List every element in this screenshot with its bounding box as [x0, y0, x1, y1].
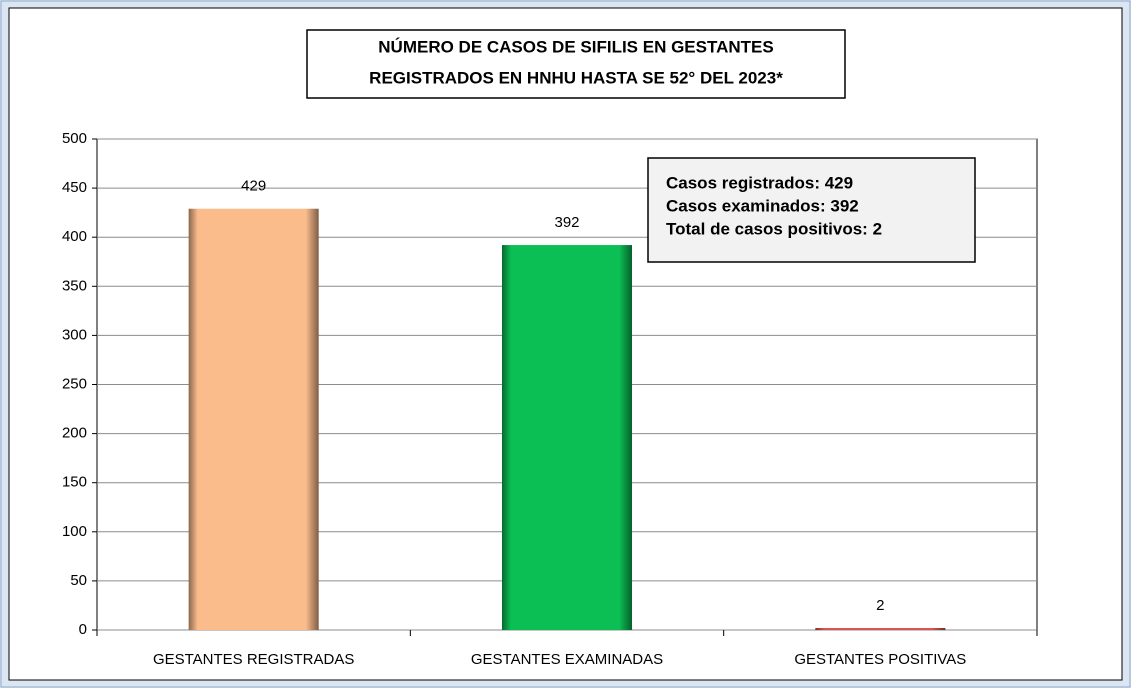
annotation-text: Casos examinados: 392: [666, 196, 859, 215]
x-tick-label: GESTANTES REGISTRADAS: [153, 651, 354, 668]
annotation-text: Total de casos positivos: 2: [666, 219, 882, 238]
x-tick-label: GESTANTES EXAMINADAS: [471, 651, 663, 668]
y-tick-label: 100: [62, 523, 87, 540]
y-tick-label: 0: [79, 621, 87, 638]
chart-title: REGISTRADOS EN HNHU HASTA SE 52° DEL 202…: [369, 68, 783, 87]
bar: [501, 245, 633, 630]
y-tick-label: 150: [62, 474, 87, 491]
x-tick-label: GESTANTES POSITIVAS: [794, 651, 966, 668]
value-label: 392: [554, 214, 579, 231]
y-tick-label: 200: [62, 425, 87, 442]
title-box: [306, 29, 846, 99]
bar: [188, 208, 319, 631]
value-label: 429: [241, 178, 266, 195]
annotation-box: [647, 157, 976, 263]
y-tick-label: 500: [62, 130, 87, 147]
annotation-text: Casos registrados: 429: [666, 173, 853, 192]
value-label: 2: [876, 597, 884, 614]
y-tick-label: 50: [70, 572, 87, 589]
y-tick-label: 350: [62, 277, 87, 294]
chart-title: NÚMERO DE CASOS DE SIFILIS EN GESTANTES: [378, 37, 773, 56]
y-tick-label: 300: [62, 326, 87, 343]
y-tick-label: 400: [62, 228, 87, 245]
y-tick-label: 450: [62, 179, 87, 196]
bar: [815, 628, 946, 630]
y-tick-label: 250: [62, 375, 87, 392]
